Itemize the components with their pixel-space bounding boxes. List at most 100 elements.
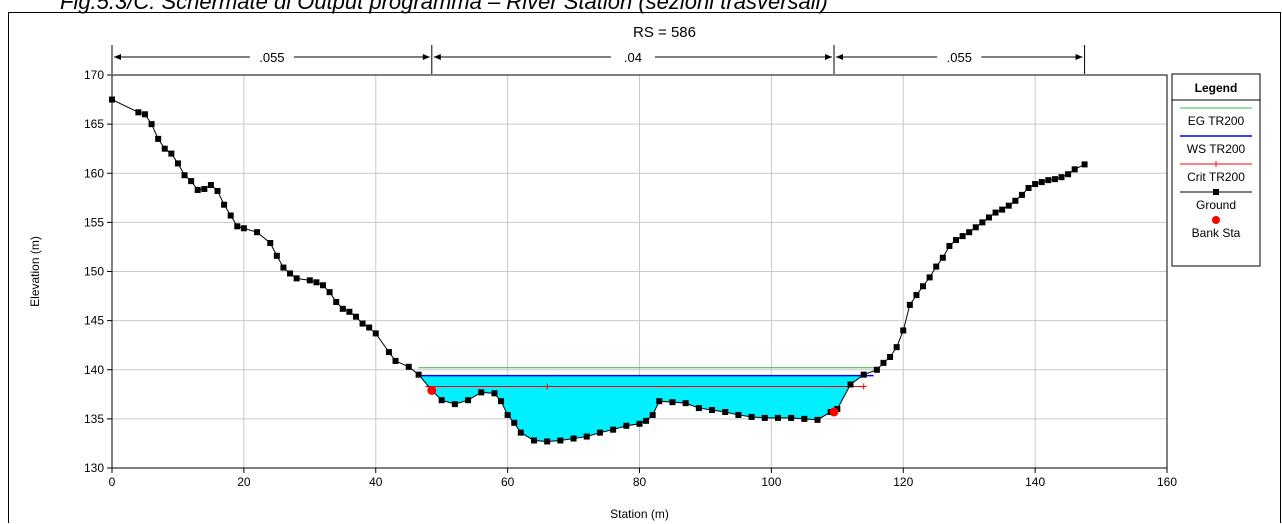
ground-point — [966, 229, 973, 236]
ground-point — [313, 279, 320, 286]
ground-point — [1071, 166, 1078, 173]
legend-entry-label: Crit TR200 — [1187, 170, 1245, 184]
ground-point — [972, 224, 979, 231]
ground-point — [498, 398, 505, 405]
y-tick-label: 155 — [84, 215, 104, 229]
ground-point — [906, 301, 913, 308]
manning-arrowhead — [825, 54, 833, 60]
marker-layer — [109, 96, 1088, 445]
ground-point — [339, 305, 346, 312]
ground-point — [504, 411, 511, 418]
ground-point — [491, 390, 498, 397]
ground-point — [1058, 174, 1065, 181]
ground-point — [722, 408, 729, 415]
legend-entry-label: WS TR200 — [1187, 142, 1246, 156]
ground-point — [1005, 202, 1012, 209]
ground-point — [478, 389, 485, 396]
manning-label: .055 — [259, 50, 284, 65]
ground-point — [267, 240, 274, 247]
ground-point — [814, 416, 821, 423]
bank-station-marker — [829, 407, 839, 417]
ground-point — [161, 145, 168, 152]
ground-point — [306, 277, 313, 284]
ground-point — [887, 353, 894, 360]
legend-entry-label: Bank Sta — [1192, 226, 1241, 240]
ground-point — [643, 417, 650, 424]
ground-point — [385, 349, 392, 356]
chart-svg: 0 20 40 60 80 100 120 140 160 130 135 140 145 150 155 1… — [28, 24, 1261, 521]
y-tick-label: 145 — [84, 314, 104, 328]
ground-point — [913, 292, 920, 299]
ground-point — [788, 414, 795, 421]
ground-point — [926, 274, 933, 281]
ground-point — [346, 308, 353, 315]
ground-point — [623, 422, 630, 429]
ground-point — [709, 407, 716, 414]
ground-point — [287, 270, 294, 277]
ground-point — [293, 275, 300, 282]
y-tick-label: 160 — [84, 166, 104, 180]
legend-bank-marker — [1212, 216, 1220, 224]
ground-point — [207, 182, 214, 189]
ground-point — [188, 178, 195, 185]
legend: Legend EG TR200 WS TR200 Crit TR200 Ground Ba… — [1171, 73, 1261, 267]
ground-point — [636, 420, 643, 427]
manning-label: .04 — [624, 50, 642, 65]
ground-point — [880, 359, 887, 366]
ground-point — [1065, 171, 1072, 178]
ground-point — [333, 298, 340, 305]
ground-point — [168, 150, 175, 157]
ground-point — [240, 225, 247, 232]
manning-label-bg — [249, 48, 294, 66]
ground-point — [610, 426, 617, 433]
manning-arrowhead — [836, 54, 844, 60]
x-tick-label: 140 — [1025, 475, 1045, 489]
ground-point — [774, 414, 781, 421]
ground-point — [214, 187, 221, 194]
ground-point — [372, 330, 379, 337]
ground-point — [451, 401, 458, 408]
ground-point — [946, 242, 953, 249]
ground-point — [320, 282, 326, 289]
water-fill — [419, 375, 863, 442]
chart-title: RS = 586 — [633, 24, 696, 41]
ground-point — [415, 371, 422, 378]
ground-point — [155, 135, 162, 142]
ground-point — [1038, 179, 1045, 186]
ground-point — [735, 411, 742, 418]
ground-point — [979, 219, 986, 226]
y-tick-label: 165 — [84, 117, 104, 131]
ground-point — [544, 438, 551, 445]
legend-entry-label: Ground — [1196, 198, 1236, 212]
ground-point — [682, 400, 689, 407]
ground-point — [1081, 161, 1088, 168]
x-tick-label: 0 — [109, 475, 116, 489]
x-tick-label: 120 — [893, 475, 913, 489]
figure-caption: Fig.5.3/C: Schermate di Output programma… — [60, 0, 828, 14]
ground-point — [847, 381, 854, 388]
ground-point — [405, 363, 412, 370]
ground-point — [326, 289, 333, 296]
ground-point — [570, 435, 577, 442]
ground-point — [1051, 176, 1058, 183]
ground-point — [148, 121, 155, 128]
ground-point — [656, 398, 663, 405]
ground-point — [221, 201, 228, 208]
water-area — [419, 375, 863, 442]
x-tick-label: 80 — [633, 475, 647, 489]
ground-point — [352, 313, 359, 320]
ground-point — [438, 397, 445, 404]
manning-arrowhead — [422, 54, 430, 60]
x-axis-label: Station (m) — [610, 507, 669, 521]
ground-point — [1012, 197, 1019, 204]
manning-arrowhead — [114, 54, 121, 60]
ground-point — [999, 206, 1006, 213]
legend-box — [1171, 73, 1261, 267]
ground-point — [465, 397, 472, 404]
ground-point — [583, 433, 590, 440]
x-tick-label: 160 — [1157, 475, 1177, 489]
ground-point — [649, 411, 656, 418]
bank-station-marker — [427, 385, 437, 395]
ground-point — [959, 233, 966, 240]
ground-point — [873, 366, 880, 373]
